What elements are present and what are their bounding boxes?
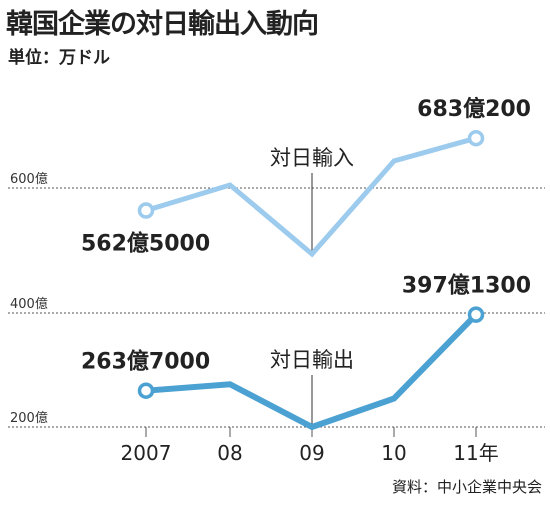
export-series-name: 対日輸出 (270, 348, 354, 372)
export-value-label-0: 263億7000 (81, 349, 210, 375)
unit-label: 単位：万ドル (8, 48, 110, 68)
x-tick-label-2: 09 (299, 441, 324, 465)
export-value-label-4: 397億1300 (402, 273, 531, 299)
source-label: 資料：中小企業中央会 (391, 478, 542, 496)
export-series-line (145, 312, 479, 431)
export-point-4 (467, 306, 485, 323)
import-series-line (145, 135, 477, 258)
x-tick-label-0: 2007 (121, 441, 172, 465)
import-point-4 (467, 129, 485, 147)
export-point-0 (137, 382, 155, 399)
import-series-name: 対日輸入 (270, 146, 354, 170)
y-tick-label-200: 200億 (10, 410, 48, 426)
import-value-label-4: 683億200 (417, 96, 531, 122)
import-point-0 (137, 202, 155, 219)
x-tick-label-1: 08 (217, 441, 242, 465)
x-tick-label-3: 10 (381, 441, 406, 465)
x-tick-label-4: 11年 (453, 441, 498, 465)
chart-title: 韓国企業の対日輸出入動向 (6, 9, 319, 40)
y-tick-label-600: 600億 (10, 171, 48, 187)
import-value-label-0: 562億5000 (81, 231, 210, 257)
y-tick-label-400: 400億 (10, 296, 48, 312)
